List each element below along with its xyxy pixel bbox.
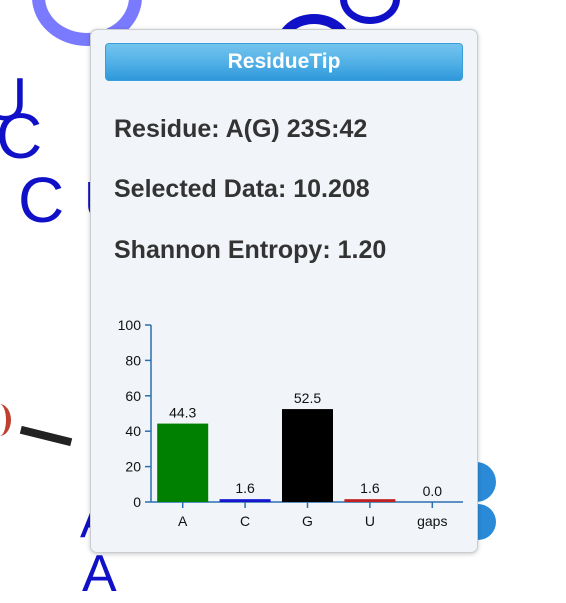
background-dash-mark xyxy=(19,425,73,447)
tooltip-title: ResidueTip xyxy=(105,43,463,81)
chart-labels: 0 20 40 60 80 100 A 44.3 C 1.6 G 52.5 U 1.6 gaps 0.0 xyxy=(118,317,448,529)
background-blue-glyph-1 xyxy=(474,462,496,502)
background-letter-u: U xyxy=(0,66,28,133)
y-tick-label-40: 40 xyxy=(125,423,141,439)
x-tick-label-U: U xyxy=(365,513,375,529)
y-tick-label-20: 20 xyxy=(125,459,141,475)
nucleotide-bar-chart: 0 20 40 60 80 100 A 44.3 C 1.6 G 52.5 U 1.6 gaps 0.0 xyxy=(118,317,463,529)
x-tick-label-gaps: gaps xyxy=(417,513,447,529)
shannon-entropy-line: Shannon Entropy: 1.20 xyxy=(114,236,387,264)
value-label-gaps: 0.0 xyxy=(423,483,443,499)
x-tick-label-G: G xyxy=(302,513,313,529)
y-tick-label-0: 0 xyxy=(133,494,141,510)
value-label-A: 44.3 xyxy=(169,405,196,421)
y-tick-label-80: 80 xyxy=(125,352,141,368)
value-label-U: 1.6 xyxy=(360,480,380,496)
selected-data-line: Selected Data: 10.208 xyxy=(114,175,370,203)
bar-U xyxy=(344,499,396,502)
background-red-arc xyxy=(0,404,11,436)
y-tick-label-60: 60 xyxy=(125,388,141,404)
value-label-C: 1.6 xyxy=(235,480,255,496)
residue-line: Residue: A(G) 23S:42 xyxy=(114,115,368,143)
bar-G xyxy=(282,409,333,502)
chart-bars xyxy=(157,409,396,502)
x-tick-label-C: C xyxy=(240,513,250,529)
bar-C xyxy=(219,499,271,502)
background-letter-c2: C xyxy=(18,164,65,236)
residue-tooltip: ResidueTip Residue: A(G) 23S:42 Selected… xyxy=(90,29,478,553)
y-tick-label-100: 100 xyxy=(118,317,142,333)
background-blue-glyph-2 xyxy=(474,504,496,540)
background-letter-a-bottom: A xyxy=(82,545,117,603)
bar-A xyxy=(157,423,209,502)
ring-glyph-top-right xyxy=(340,0,400,24)
value-label-G: 52.5 xyxy=(294,390,321,406)
background-letter-c1: C xyxy=(0,100,43,172)
x-tick-label-A: A xyxy=(178,513,188,529)
